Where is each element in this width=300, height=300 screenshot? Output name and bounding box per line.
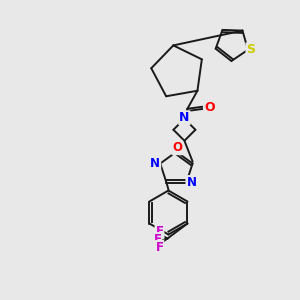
- Text: S: S: [247, 43, 256, 56]
- Text: F: F: [155, 225, 164, 238]
- Text: F: F: [155, 241, 164, 254]
- Text: N: N: [179, 111, 190, 124]
- Text: N: N: [186, 176, 197, 189]
- Text: O: O: [172, 141, 182, 154]
- Text: N: N: [150, 157, 160, 170]
- Text: F: F: [154, 233, 161, 246]
- Text: O: O: [204, 101, 215, 114]
